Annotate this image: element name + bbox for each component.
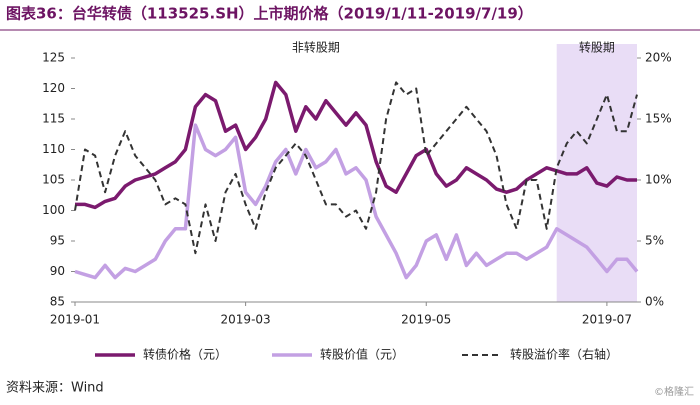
y-tick-label: 90 <box>50 264 65 278</box>
x-tick-label: 2019-01 <box>50 313 100 327</box>
source: 资料来源：Wind <box>6 381 104 396</box>
chart-title: 图表36：台华转债（113525.SH）上市期价格（2019/1/11-2019… <box>6 5 533 23</box>
y-tick-label: 85 <box>50 295 65 309</box>
y2-tick-label: 20% <box>645 51 672 65</box>
y2-tick-label: 0% <box>645 295 664 309</box>
series-line <box>74 81 638 255</box>
legend-label: 转股价值（元） <box>320 347 404 362</box>
legend-label: 转股溢价率（右轴） <box>510 347 618 362</box>
y2-tick-label: 15% <box>645 112 672 126</box>
series-line <box>74 123 639 280</box>
x-tick-label: 2019-05 <box>401 313 451 327</box>
watermark: ©格隆汇 <box>654 385 694 398</box>
region-label: 转股期 <box>579 40 615 55</box>
y-tick-label: 115 <box>42 112 65 126</box>
x-tick-label: 2019-07 <box>582 313 632 327</box>
region-label: 非转股期 <box>292 40 340 55</box>
y-tick-label: 110 <box>42 142 65 156</box>
y-tick-label: 100 <box>42 203 65 217</box>
y-tick-label: 120 <box>42 81 65 95</box>
y-tick-label: 125 <box>42 51 65 65</box>
y2-tick-label: 10% <box>645 173 672 187</box>
y-tick-label: 95 <box>50 234 65 248</box>
x-tick-label: 2019-03 <box>221 313 271 327</box>
y2-tick-label: 5% <box>645 234 664 248</box>
series-line <box>75 80 637 210</box>
legend-label: 转债价格（元） <box>143 347 227 362</box>
y-tick-label: 105 <box>42 173 65 187</box>
